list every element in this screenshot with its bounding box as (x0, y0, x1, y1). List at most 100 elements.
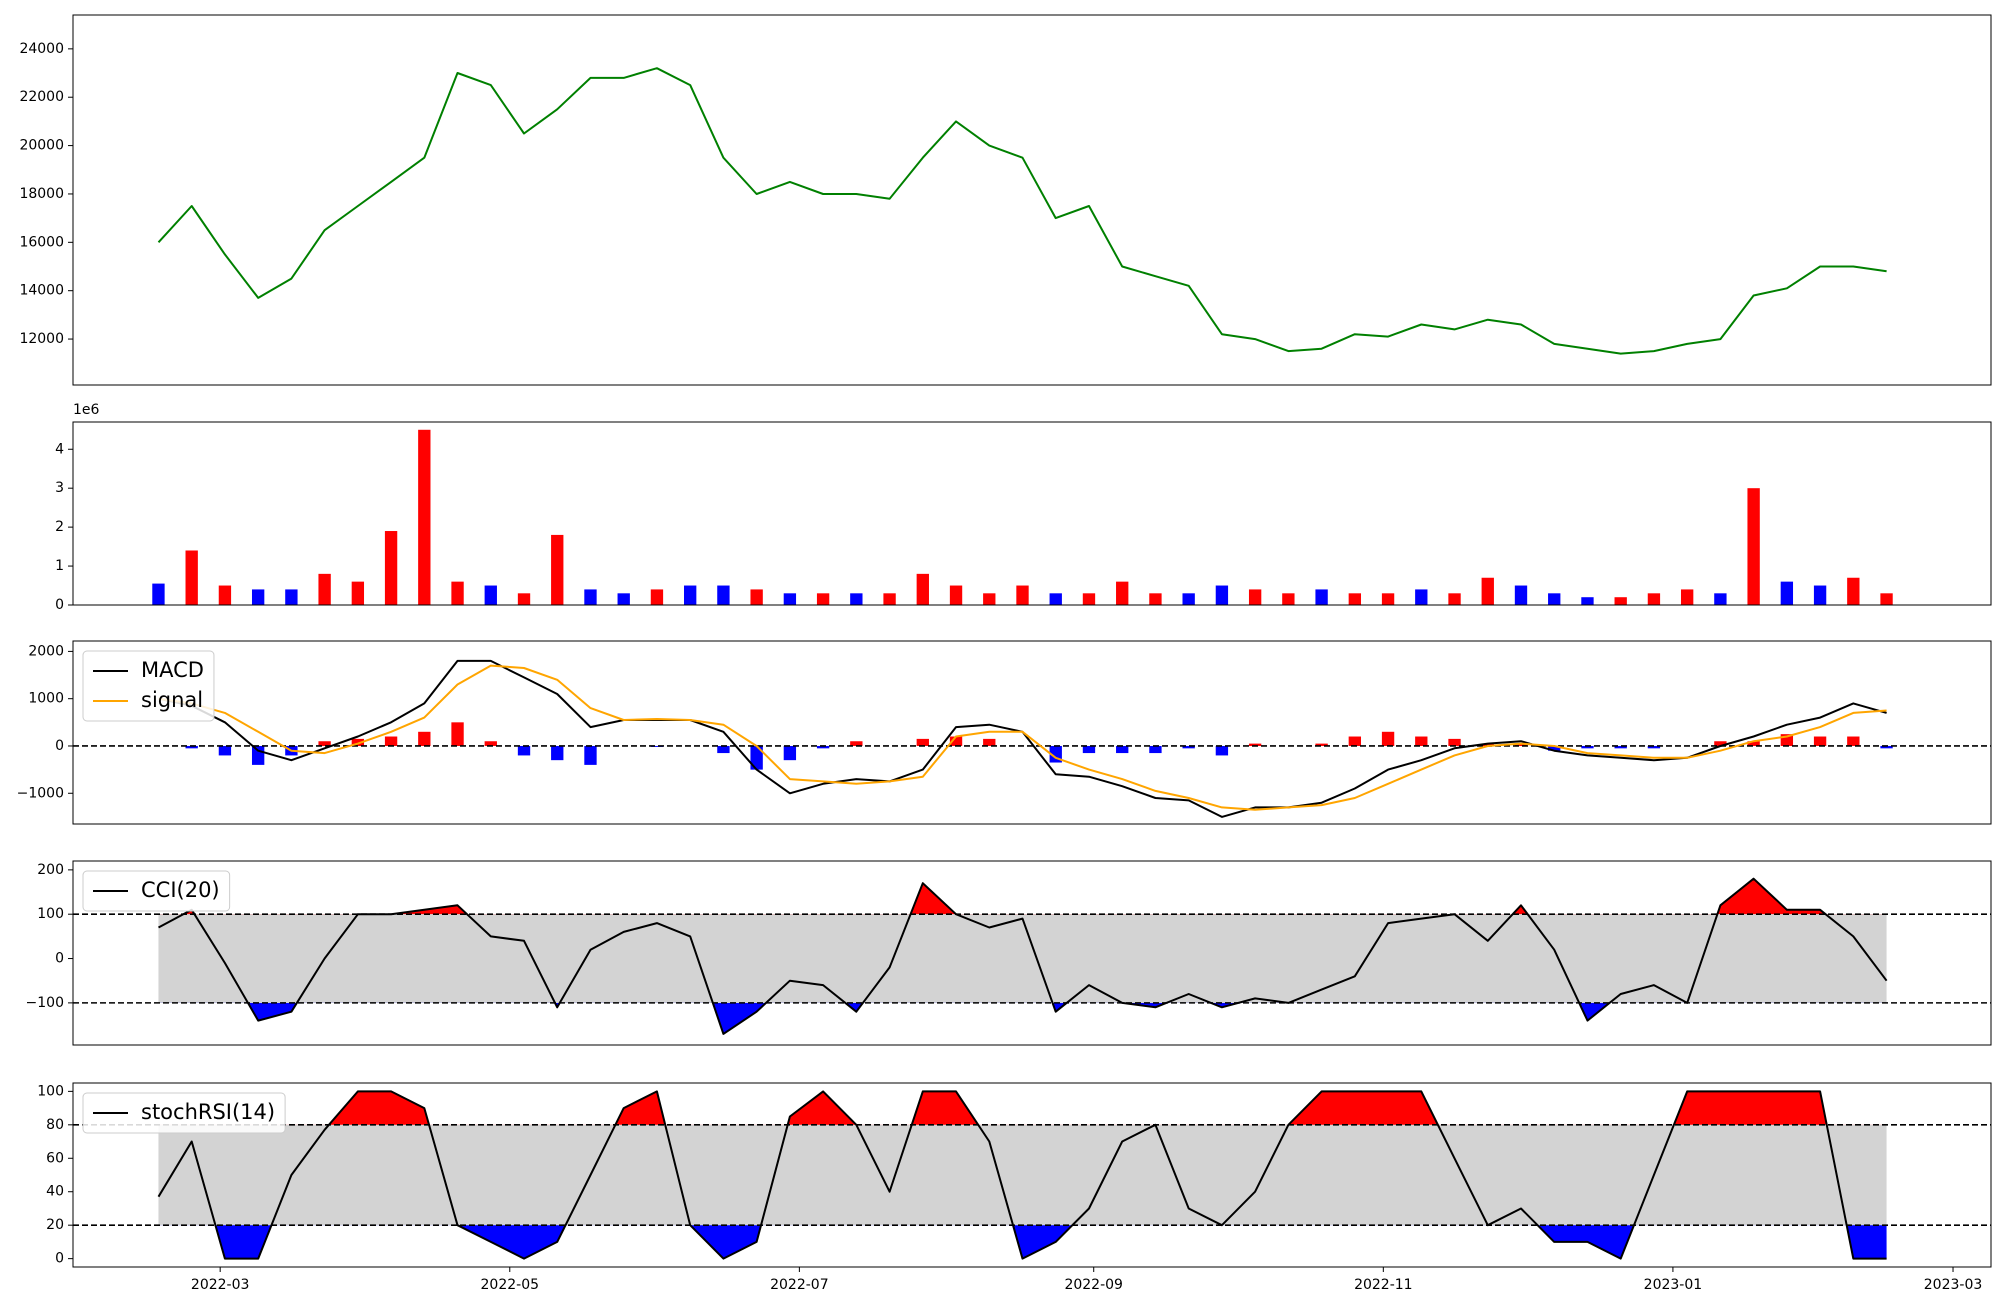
histogram-bar (1514, 743, 1528, 746)
neutral-band (158, 914, 1887, 1003)
y-tick-label: 100 (37, 906, 64, 922)
x-tick-label: 2022-07 (770, 1277, 829, 1293)
histogram-bar (650, 745, 664, 747)
volume-bar (484, 585, 497, 605)
plot-area (152, 429, 1893, 605)
legend-box (82, 870, 231, 912)
volume-bar (185, 550, 198, 605)
histogram-bar (1381, 731, 1395, 746)
histogram-bar (517, 745, 531, 756)
histogram-bar (318, 741, 331, 746)
volume-bar (1149, 593, 1162, 605)
histogram-bar (983, 738, 996, 746)
volume-bar (551, 534, 564, 605)
histogram-bar (1149, 745, 1162, 754)
volume-bar (384, 531, 398, 605)
histogram-bar (451, 722, 464, 746)
x-tick-label: 2022-11 (1354, 1277, 1413, 1293)
histogram-bar (1448, 738, 1461, 746)
panel-frame (72, 860, 1992, 1046)
oversold-fill (158, 1225, 1887, 1259)
histogram-bar (1581, 745, 1594, 749)
volume-bar (251, 589, 265, 605)
legend-label: MACD (141, 658, 204, 682)
histogram-bar (949, 736, 963, 746)
x-tick-label: 2023-01 (1644, 1277, 1703, 1293)
volume-bar (1248, 589, 1262, 605)
histogram-bar (783, 745, 797, 761)
histogram-bar (1780, 734, 1794, 746)
volume-bar (318, 573, 331, 605)
panel-frame (72, 421, 1992, 606)
y-tick-label: −100 (26, 995, 64, 1011)
histogram-bar (1182, 745, 1195, 749)
volume-bar (451, 581, 464, 605)
histogram-bar (251, 745, 265, 765)
histogram-bar (418, 731, 431, 746)
volume-bar (650, 589, 664, 605)
volume-bar (1581, 597, 1594, 605)
y-tick-label: 0 (55, 738, 64, 754)
histogram-bar (916, 738, 929, 746)
y-tick-label: 12000 (19, 331, 64, 347)
x-tick-label: 2022-09 (1064, 1277, 1123, 1293)
volume-bar (1049, 593, 1062, 605)
y-tick-label: 0 (55, 1251, 64, 1267)
volume-bar (1747, 488, 1760, 605)
plot-area (73, 659, 1991, 818)
y-tick-label: 0 (55, 597, 64, 613)
volume-bar (1381, 593, 1395, 605)
y-tick-label: 60 (46, 1150, 64, 1166)
y-tick-label: 24000 (19, 41, 64, 57)
y-tick-label: 14000 (19, 283, 64, 299)
y-tick-label: 200 (37, 862, 64, 878)
histogram-bar (850, 741, 863, 746)
volume-bar (1548, 593, 1561, 605)
indicator-line (158, 659, 1887, 818)
histogram-bar (1116, 745, 1129, 754)
neutral-band (158, 1124, 1887, 1226)
y-tick-label: 40 (46, 1184, 64, 1200)
volume-bar (1680, 589, 1694, 605)
histogram-bar (1548, 745, 1561, 751)
histogram-bar (717, 745, 730, 754)
volume-bar (1647, 593, 1661, 605)
y-tick-label: −1000 (17, 785, 64, 801)
histogram-bar (1415, 736, 1428, 746)
volume-bar (517, 593, 531, 605)
volume-bar (1182, 593, 1195, 605)
volume-bar (1813, 585, 1827, 605)
histogram-bar (750, 745, 763, 770)
histogram-bar (1747, 741, 1760, 746)
volume-bar (285, 589, 298, 605)
volume-bar (584, 589, 597, 605)
histogram-bar (1813, 736, 1827, 746)
legend-label: stochRSI(14) (141, 1100, 275, 1124)
volume-bar (1348, 593, 1362, 605)
volume-bar (1116, 581, 1129, 605)
y-tick-label: 22000 (19, 89, 64, 105)
histogram-bar (1481, 743, 1494, 746)
histogram-bar (384, 736, 398, 746)
volume-bar (1714, 593, 1727, 605)
volume-bar (783, 593, 797, 605)
volume-bar (1282, 593, 1295, 605)
volume-bar (1514, 585, 1528, 605)
volume-bar (1215, 585, 1229, 605)
volume-bar (152, 583, 165, 605)
y-tick-label: 1 (55, 558, 64, 574)
x-tick-label: 2022-03 (191, 1277, 250, 1293)
histogram-bar (484, 741, 497, 746)
volume-bar (1481, 577, 1494, 605)
overbought-fill (328, 1091, 1827, 1125)
histogram-bar (1348, 736, 1362, 746)
volume-bar (617, 593, 630, 605)
volume-bar (883, 593, 896, 605)
plot-area (73, 877, 1991, 1035)
volume-bar (1315, 589, 1328, 605)
plot-area (73, 1090, 1991, 1260)
y-tick-label: 1000 (28, 691, 64, 707)
y-tick-label: 16000 (19, 234, 64, 250)
histogram-bar (1248, 743, 1262, 746)
